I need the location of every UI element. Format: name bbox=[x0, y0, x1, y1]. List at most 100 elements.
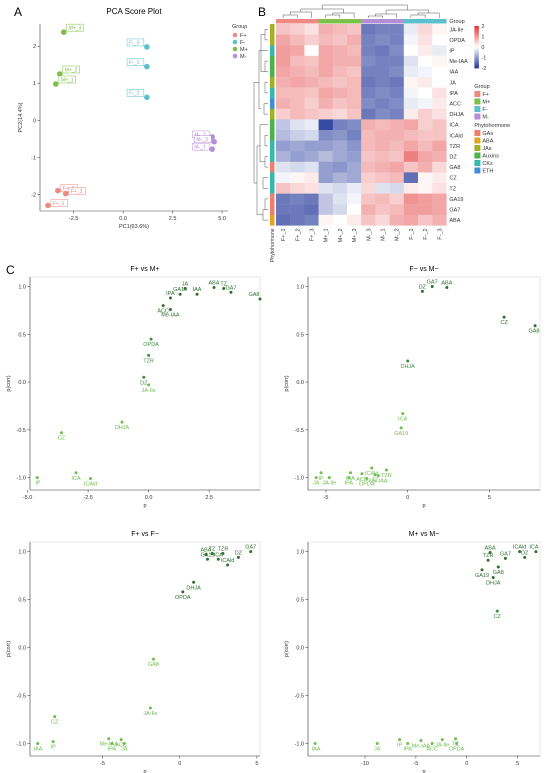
color-scale-tick: 0 bbox=[481, 45, 484, 51]
dendrogram-branch bbox=[321, 4, 408, 10]
heatmap-cell bbox=[318, 98, 333, 109]
splot-point bbox=[151, 657, 155, 661]
splot-point-label: CZ bbox=[500, 320, 508, 326]
heatmap-row-label: ACC bbox=[449, 102, 461, 108]
class-bar-cell bbox=[270, 45, 275, 56]
heatmap-cell bbox=[304, 34, 319, 46]
heatmap-cell bbox=[332, 45, 348, 56]
heatmap-cell bbox=[418, 108, 433, 120]
splot-y-tick-label: 0.5 bbox=[296, 598, 304, 604]
heatmap-cell bbox=[361, 161, 376, 173]
color-scale-tick: 1 bbox=[481, 35, 484, 41]
heatmap-cell bbox=[332, 204, 348, 215]
group-bar-cell bbox=[290, 19, 305, 24]
splot-x-tick-label: 5 bbox=[488, 495, 491, 501]
class-bar-cell bbox=[270, 161, 275, 173]
heatmap-cell bbox=[290, 66, 305, 78]
class-bar-cell bbox=[270, 204, 275, 215]
splot-point bbox=[59, 431, 63, 435]
splot-point-label: ICA bbox=[398, 417, 408, 423]
heatmap-cell bbox=[361, 214, 376, 226]
pca-x-tick-label: 0.0 bbox=[119, 216, 127, 222]
splot-point bbox=[183, 286, 187, 290]
heatmap-cell bbox=[389, 66, 404, 78]
splot-point-label: TZR bbox=[483, 553, 494, 559]
heatmap-cell bbox=[403, 193, 419, 205]
heatmap-cell bbox=[347, 161, 362, 173]
color-scale-step bbox=[474, 33, 479, 35]
splot-point-label: OPDA bbox=[449, 747, 465, 753]
splot-point-label: IAA bbox=[193, 287, 202, 293]
splot-point bbox=[313, 742, 317, 746]
heatmap-cell bbox=[347, 108, 362, 120]
color-scale-step bbox=[474, 28, 479, 31]
splot-point bbox=[181, 590, 185, 594]
heatmap-cell bbox=[304, 87, 319, 99]
heatmap-cell bbox=[318, 140, 333, 152]
splot-x-tick-label: 0 bbox=[178, 761, 181, 767]
splot-point bbox=[226, 563, 230, 567]
splot-y-tick-label: -0.5 bbox=[17, 694, 26, 700]
splot-point bbox=[360, 472, 364, 476]
heatmap-cell bbox=[276, 151, 291, 162]
heatmap-cell bbox=[318, 130, 333, 141]
heatmap-cell bbox=[418, 66, 433, 78]
splot-point-label: GA8 bbox=[248, 292, 259, 298]
heatmap-cell bbox=[418, 193, 433, 205]
heatmap-row-label: ICA bbox=[449, 123, 459, 129]
pca-legend-title: Group bbox=[232, 24, 247, 30]
heatmap-cell bbox=[290, 161, 305, 173]
heatmap-cell bbox=[403, 87, 419, 99]
splot-point-label: ICA bbox=[214, 552, 224, 558]
splot-point-label: JA bbox=[121, 747, 128, 753]
splot-y-tick-label: 0.0 bbox=[296, 646, 304, 652]
heatmap-column-label: F-_2 bbox=[423, 228, 429, 239]
splot-point-label: TZ bbox=[209, 547, 216, 553]
pca-point-label-box bbox=[68, 187, 86, 195]
splot-point-label: ABA bbox=[200, 547, 211, 553]
heatmap-class-legend-label: Auxins bbox=[482, 154, 499, 160]
heatmap-cell bbox=[375, 24, 390, 35]
splot-x-tick-label: 5 bbox=[516, 761, 519, 767]
heatmap-cell bbox=[318, 151, 333, 162]
splot-y-tick-label: -1.0 bbox=[17, 742, 26, 748]
heatmap-cell bbox=[276, 183, 291, 194]
panel-letter-a: A bbox=[14, 5, 22, 19]
dendrogram-branch bbox=[264, 156, 268, 168]
class-bar-label: Phytohormone bbox=[270, 228, 276, 262]
splot-point-label: Me-IAA bbox=[100, 742, 119, 748]
heatmap-cell bbox=[290, 24, 305, 35]
heatmap-cell bbox=[276, 172, 291, 184]
heatmap-cell bbox=[361, 98, 376, 109]
heatmap-cell bbox=[375, 151, 390, 162]
heatmap-class-legend-swatch bbox=[474, 130, 481, 136]
heatmap-cell bbox=[432, 66, 447, 78]
heatmap-cell bbox=[290, 34, 305, 46]
heatmap-cell bbox=[432, 151, 447, 162]
heatmap-cell bbox=[347, 45, 362, 56]
heatmap-cell bbox=[389, 183, 404, 194]
color-scale-step bbox=[474, 48, 479, 51]
heatmap-cell bbox=[290, 140, 305, 152]
heatmap-cell bbox=[389, 108, 404, 120]
splot-point bbox=[430, 285, 434, 289]
splot-point-label: Me-IAA bbox=[161, 312, 180, 318]
heatmap-cell bbox=[276, 77, 291, 88]
color-scale-tick: -1 bbox=[481, 56, 486, 62]
splot-point bbox=[376, 474, 380, 478]
heatmap-cell bbox=[403, 172, 419, 184]
heatmap-cell bbox=[375, 66, 390, 78]
color-scale-step bbox=[474, 59, 479, 62]
splot-point-label: TZ bbox=[372, 478, 379, 484]
heatmap-cell bbox=[347, 151, 362, 162]
class-bar-cell bbox=[270, 24, 275, 35]
splot-x-tick-label: 0 bbox=[465, 761, 468, 767]
pca-point bbox=[144, 94, 150, 101]
splot-point-label: ABA bbox=[485, 546, 496, 552]
heatmap-cell bbox=[375, 45, 390, 56]
heatmap-cell bbox=[432, 130, 447, 141]
splot-point bbox=[204, 552, 208, 556]
splot-y-tick-label: 1.0 bbox=[18, 550, 26, 556]
splot-y-label: p(corr) bbox=[6, 375, 12, 391]
heatmap-row-label: TZ bbox=[449, 186, 456, 192]
